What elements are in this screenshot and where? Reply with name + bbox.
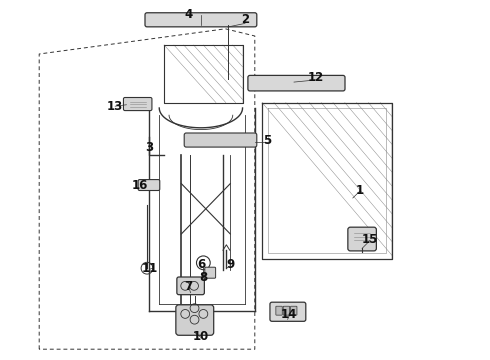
Text: 16: 16 [131,179,148,192]
FancyBboxPatch shape [291,306,297,315]
FancyBboxPatch shape [176,305,214,335]
Text: 15: 15 [362,233,378,246]
Text: 5: 5 [263,134,271,147]
Text: 11: 11 [141,262,158,275]
Text: 9: 9 [226,258,234,271]
Text: 3: 3 [146,141,153,154]
Text: 1: 1 [356,184,364,197]
FancyBboxPatch shape [184,133,257,147]
Text: 14: 14 [281,309,297,321]
FancyBboxPatch shape [270,302,306,321]
FancyBboxPatch shape [348,227,376,251]
FancyBboxPatch shape [205,267,216,278]
Text: 8: 8 [199,271,207,284]
Text: 2: 2 [241,13,249,26]
FancyBboxPatch shape [177,277,204,295]
Text: 10: 10 [193,330,209,343]
FancyBboxPatch shape [248,75,345,91]
FancyBboxPatch shape [123,98,152,111]
FancyBboxPatch shape [145,13,257,27]
Text: 13: 13 [107,100,123,113]
FancyBboxPatch shape [283,306,290,315]
Text: 12: 12 [308,71,324,84]
Text: 6: 6 [197,258,205,271]
FancyBboxPatch shape [138,180,160,190]
Text: 7: 7 [185,280,193,293]
Text: 4: 4 [185,8,193,21]
FancyBboxPatch shape [276,306,282,315]
